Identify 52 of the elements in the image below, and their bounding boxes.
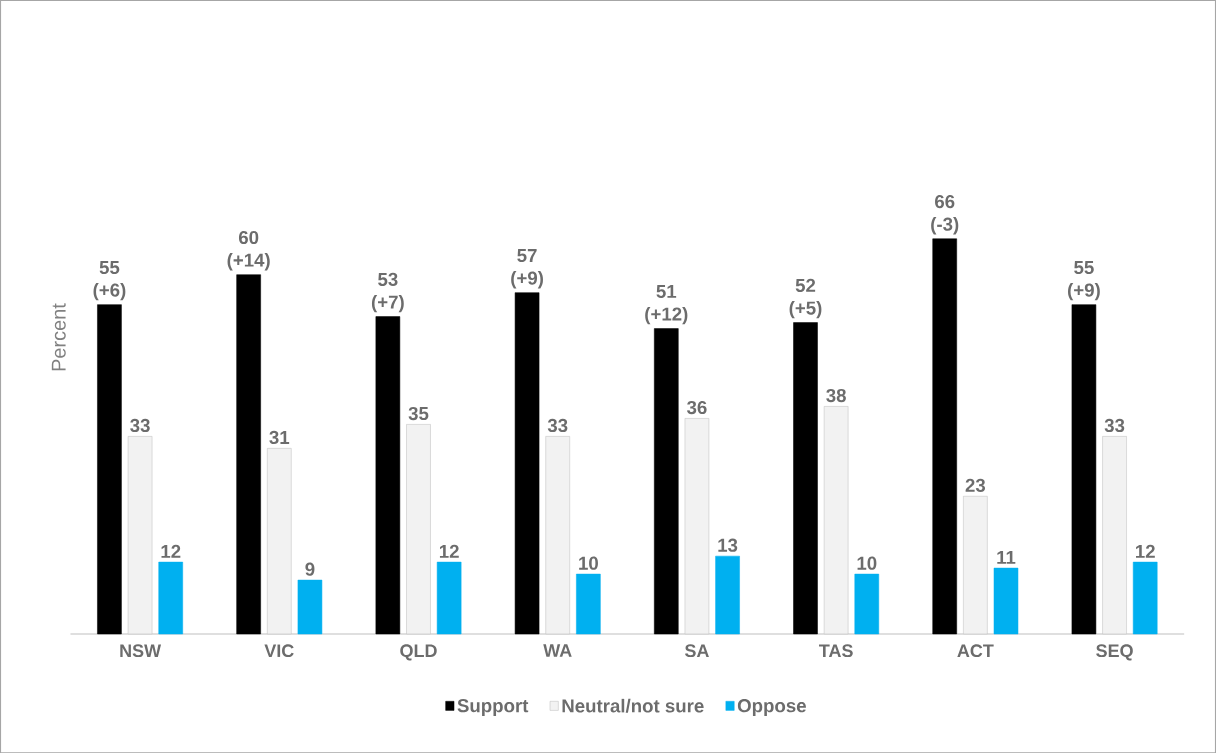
x-tick-label: SA	[684, 644, 709, 657]
bar	[1071, 304, 1097, 635]
data-label: 12	[161, 544, 181, 558]
x-tick-label: SEQ	[1096, 644, 1133, 661]
data-label: 35	[408, 406, 429, 420]
bar	[1132, 561, 1158, 635]
data-label: 66 (-3)	[931, 194, 959, 235]
legend-label: Support	[457, 698, 529, 716]
x-tick-label: NSW	[120, 644, 162, 657]
x-tick-label: QLD	[400, 644, 437, 661]
data-label: 38	[826, 388, 846, 402]
x-tick-label: VIC	[264, 644, 294, 657]
data-label: 52 (+5)	[789, 278, 822, 319]
data-label: 10	[579, 556, 598, 570]
data-label: 31	[269, 430, 290, 444]
bar	[236, 274, 261, 635]
legend-label: Neutral/not sure	[562, 698, 704, 713]
x-tick-label: ACT	[957, 644, 994, 657]
data-label: 10	[857, 556, 877, 570]
bar	[654, 328, 679, 635]
data-label: 55 (+6)	[93, 260, 126, 301]
bar	[854, 573, 880, 635]
bar	[97, 304, 122, 635]
bar	[932, 238, 957, 635]
data-label: 12	[439, 544, 459, 558]
x-tick-label: TAS	[819, 644, 853, 657]
data-label: 53 (+7)	[371, 272, 404, 313]
data-label: 13	[718, 538, 738, 552]
bar	[297, 579, 323, 635]
bar	[993, 567, 1019, 635]
bar	[158, 561, 183, 635]
bar	[375, 316, 401, 635]
data-label: 55 (+9)	[1068, 260, 1100, 301]
data-label: 9	[305, 562, 315, 576]
data-label: 51 (+12)	[645, 284, 688, 325]
data-label: 12	[1136, 544, 1155, 558]
data-label: 57 (+9)	[511, 248, 543, 289]
y-axis-title: Percent	[51, 303, 66, 371]
bar	[436, 561, 462, 635]
data-label: 33	[547, 418, 568, 432]
bar	[793, 322, 818, 635]
data-label: 36	[686, 400, 707, 414]
x-tick-label: WA	[543, 644, 572, 657]
data-label: 60 (+14)	[227, 230, 270, 271]
legend-label: Oppose	[737, 698, 806, 716]
bar	[576, 573, 601, 635]
data-label: 11	[997, 550, 1016, 564]
bar	[514, 292, 540, 635]
data-label: 23	[965, 478, 986, 492]
data-label: 33	[130, 418, 150, 432]
data-label: 33	[1104, 418, 1125, 432]
bar	[715, 555, 740, 635]
